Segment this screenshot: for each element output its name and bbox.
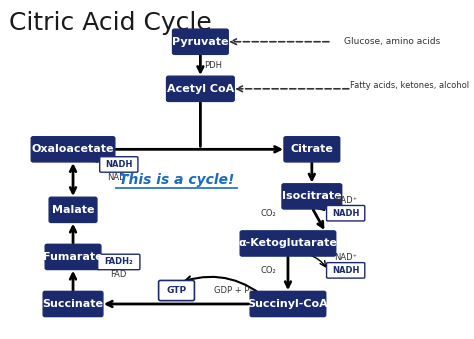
Text: NAD⁺: NAD⁺	[334, 253, 357, 262]
Text: Malate: Malate	[52, 205, 94, 215]
Text: Citrate: Citrate	[291, 144, 333, 154]
Text: Oxaloacetate: Oxaloacetate	[32, 144, 114, 154]
Text: NADH: NADH	[332, 266, 359, 275]
FancyBboxPatch shape	[250, 292, 326, 317]
Text: CO₂: CO₂	[260, 266, 276, 275]
Text: NADH: NADH	[332, 209, 359, 218]
Text: Glucose, amino acids: Glucose, amino acids	[344, 37, 440, 46]
Text: NADH: NADH	[105, 160, 133, 169]
Text: α-Ketoglutarate: α-Ketoglutarate	[238, 238, 337, 248]
FancyBboxPatch shape	[159, 280, 194, 301]
FancyBboxPatch shape	[282, 184, 342, 209]
FancyBboxPatch shape	[284, 137, 340, 162]
Text: Fumarate: Fumarate	[43, 252, 103, 262]
Text: Isocitrate: Isocitrate	[282, 192, 342, 201]
Text: PDH: PDH	[204, 61, 222, 70]
Text: Succinate: Succinate	[43, 299, 103, 309]
FancyBboxPatch shape	[31, 137, 115, 162]
Text: NAD⁺: NAD⁺	[107, 173, 130, 182]
Text: CO₂: CO₂	[260, 209, 276, 218]
Text: Acetyl CoA: Acetyl CoA	[167, 84, 234, 94]
FancyBboxPatch shape	[173, 29, 228, 54]
FancyBboxPatch shape	[43, 292, 103, 317]
Text: GDP + Pᵢ: GDP + Pᵢ	[214, 286, 251, 295]
Text: Pyruvate: Pyruvate	[172, 37, 228, 47]
FancyBboxPatch shape	[327, 263, 365, 278]
Text: FADH₂: FADH₂	[104, 257, 133, 266]
FancyBboxPatch shape	[166, 76, 234, 101]
Text: Fatty acids, ketones, alcohol: Fatty acids, ketones, alcohol	[350, 81, 469, 90]
Text: FAD: FAD	[110, 270, 127, 279]
FancyBboxPatch shape	[45, 244, 101, 270]
Text: Citric Acid Cycle: Citric Acid Cycle	[9, 12, 212, 36]
Text: GTP: GTP	[166, 286, 187, 295]
FancyBboxPatch shape	[240, 231, 336, 256]
Text: Succinyl-CoA: Succinyl-CoA	[247, 299, 328, 309]
FancyBboxPatch shape	[98, 254, 140, 270]
FancyBboxPatch shape	[100, 157, 138, 172]
FancyBboxPatch shape	[327, 205, 365, 221]
Text: This is a cycle!: This is a cycle!	[119, 173, 234, 186]
Text: NAD⁺: NAD⁺	[334, 196, 357, 205]
FancyBboxPatch shape	[49, 197, 97, 222]
